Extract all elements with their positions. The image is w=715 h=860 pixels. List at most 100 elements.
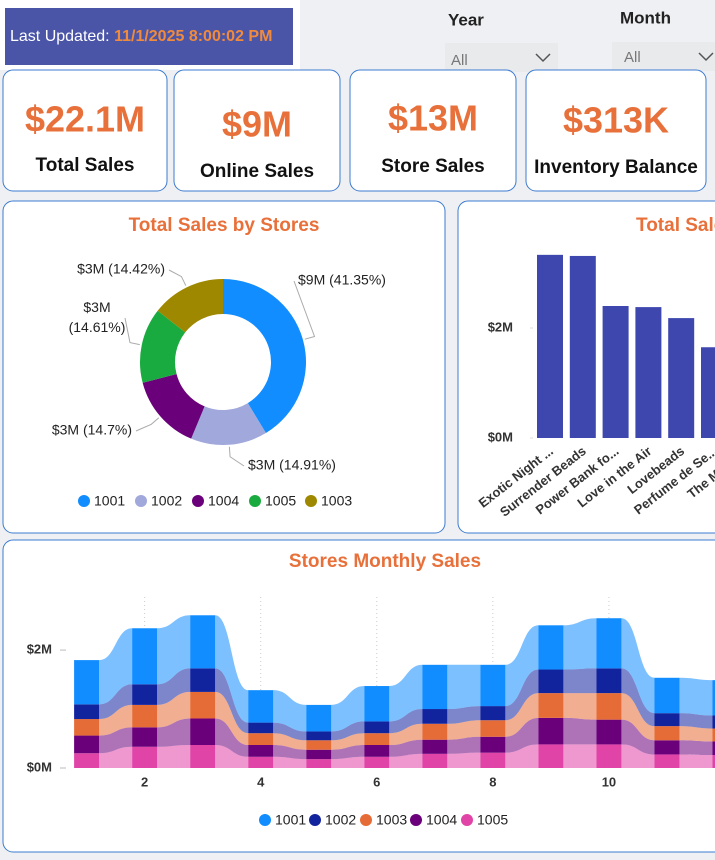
ribbon [215,691,249,746]
header-box [5,8,293,65]
ribbon [621,693,655,741]
leader-line [135,417,160,432]
ribbon-column [248,722,274,734]
ribbon-column [422,709,448,724]
ribbon [505,744,539,768]
leader-line [293,280,316,340]
bar [602,306,629,438]
kpi-label: Total Sales [36,155,135,176]
legend-marker [249,495,261,507]
donut-slice [139,310,186,383]
ribbon [157,745,191,768]
kpi-label: Inventory Balance [534,157,698,178]
ribbon-column [596,744,622,768]
ribbon [563,717,597,745]
ribbon-column [596,719,622,745]
ribbon [331,721,365,741]
kpi-card [349,69,517,192]
ribbon-column [480,720,506,737]
ribbon-column [480,664,506,707]
ribbon [389,709,423,734]
ribbon-column [538,625,564,670]
ribbon [679,754,713,768]
ribbon-column [306,731,332,741]
ribbon [621,744,655,768]
ribbon [621,668,655,727]
ribbon [563,693,597,720]
ribbon-column [538,744,564,768]
ribbon-column [712,728,715,742]
bar [635,307,662,438]
ribbon-column [654,726,680,741]
ribbon [621,618,655,714]
ribbon [157,615,191,685]
last-updated: Last Updated: 11/1/2025 8:00:02 PM [10,28,272,45]
month-dropdown[interactable] [612,42,715,71]
donut-slice [223,279,306,434]
ribbon-column [712,755,715,768]
y-tick-label: $2M [27,642,52,657]
legend-marker [259,814,271,826]
ribbon-column [364,756,390,768]
legend-label: 1005 [265,493,296,509]
ribbon [215,718,249,757]
kpi-card [2,69,168,192]
bar [701,347,715,438]
ribbon [215,668,249,734]
ribbon [679,713,713,729]
ribbon [157,691,191,728]
ribbon [99,628,133,705]
ribbon [331,686,365,732]
ribbon [99,727,133,754]
ribbon-column [74,753,100,768]
ribbon-column [538,693,564,718]
filter-value[interactable]: All [451,52,468,69]
ribbon [331,745,365,760]
kpi-value: $313K [563,100,669,141]
chart-title: Total Sales by Stores [129,215,320,236]
ribbon [157,668,191,705]
legend-label: 1001 [94,493,125,509]
ribbon [215,615,249,723]
ribbon [389,664,423,722]
ribbon [563,668,597,694]
last-updated-value: 11/1/2025 8:00:02 PM [114,28,272,45]
legend-marker [461,814,473,826]
bar [569,255,596,438]
ribbon [621,719,655,755]
ribbon-column [74,719,100,736]
ribbon-column [248,733,274,746]
legend-label: 1004 [426,812,457,828]
data-label: $3M (14.7%) [52,422,132,438]
ribbon-column [190,718,216,746]
chart-title: Stores Monthly Sales [289,551,481,572]
ribbon-column [364,721,390,734]
ribbon-column [74,704,100,720]
filter-label: Year [448,10,484,29]
ribbon-column [596,693,622,720]
donut-slice [191,403,266,445]
ribbon [679,677,713,716]
ribbon [99,746,133,768]
legend-label: 1004 [208,493,239,509]
ribbon-column [480,736,506,753]
ribbon [157,718,191,747]
ribbon-column [712,680,715,716]
chart-card [2,200,446,534]
filter-value[interactable]: All [624,49,641,66]
ribbon-column [132,704,158,728]
kpi-label: Store Sales [381,156,485,177]
ribbon [273,733,307,750]
ribbon-column [306,759,332,768]
x-tick-label: 10 [602,774,616,789]
ribbon-column [248,745,274,757]
legend-label: 1001 [275,812,306,828]
ribbon [563,618,597,670]
ribbon-column [538,717,564,745]
ribbon [389,753,423,768]
ribbon-column [306,704,332,732]
ribbon [447,664,481,710]
ribbon [273,745,307,760]
